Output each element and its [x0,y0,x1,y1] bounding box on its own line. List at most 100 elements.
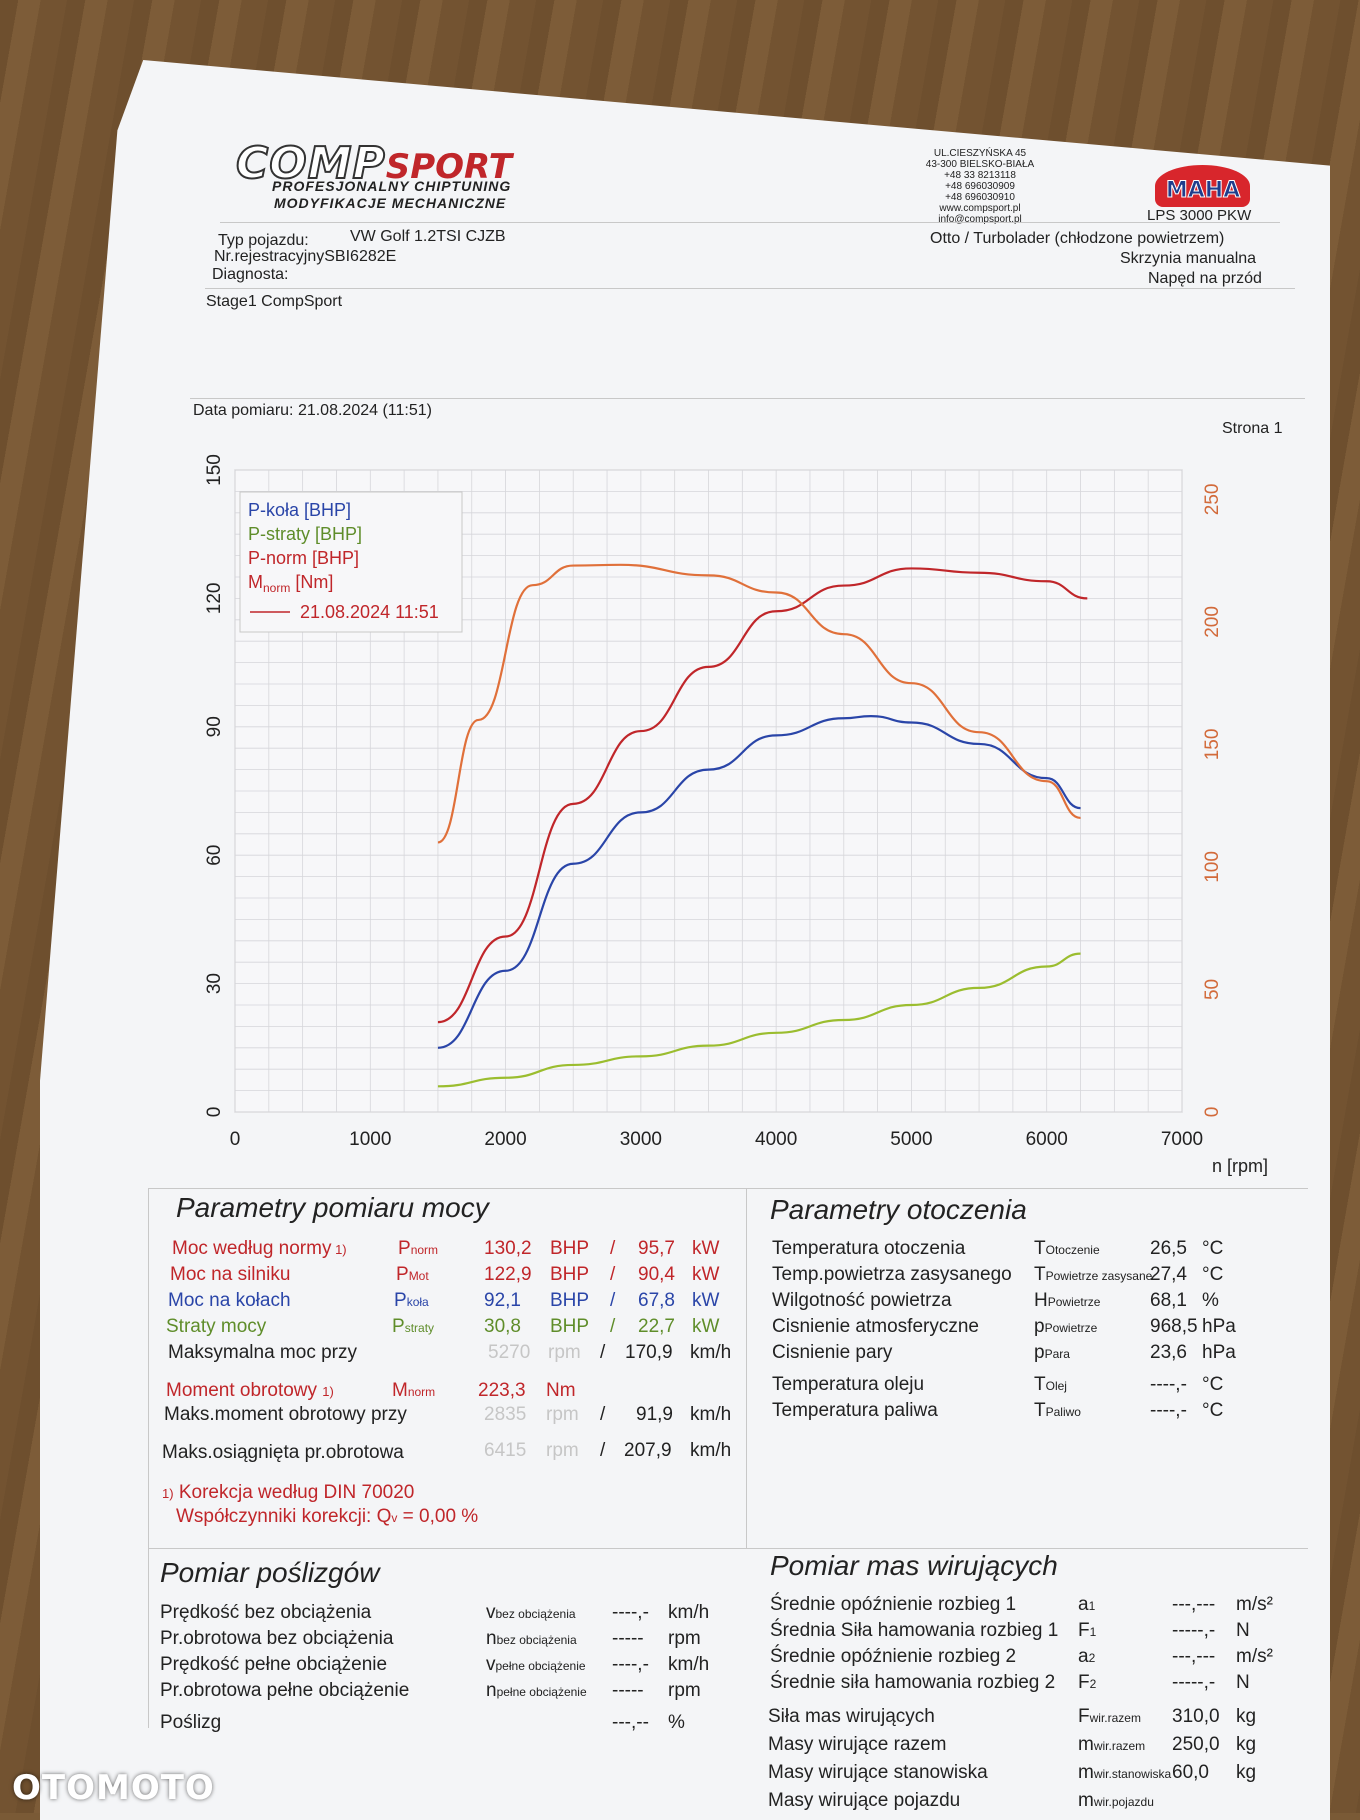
y-tick-label: 90 [204,716,225,737]
y-tick-label: 0 [204,1107,225,1118]
series-line [437,714,1081,1049]
power-row-separator: / [610,1316,616,1337]
tagline-mechanical: MODYFIKACJE MECHANICZNE [274,195,507,211]
torque-symbol: Mnorm [392,1380,435,1402]
masses-section-title: Pomiar mas wirujących [770,1550,1058,1581]
power-row-symbol: Pnorm [398,1238,439,1259]
mass-symbol: a2 [1078,1646,1096,1667]
symbol-sub: Powietrze zasysane [1045,1269,1153,1283]
ambient-unit: hPa [1202,1316,1236,1337]
divider [205,288,1295,289]
ambient-label: Wilgotność powietrza [772,1290,952,1311]
symbol-sub: bez obciążenia [496,1633,577,1647]
x-tick-label: 1000 [349,1129,391,1150]
address-line: 43-300 BIELSKO-BIAŁA [925,159,1035,170]
ambient-label: Cisnienie pary [772,1342,893,1363]
logo-sport-text: SPORT [385,147,512,187]
ambient-symbol: TPowietrze zasysane [1034,1264,1153,1285]
x-tick-label: 4000 [755,1129,797,1150]
slip-label: Pr.obrotowa pełne obciążenie [160,1680,410,1701]
symbol-sub: 2 [1088,1651,1096,1665]
ambient-value: 26,5 [1150,1238,1187,1259]
y2-tick-label: 250 [1202,484,1223,516]
legend-entry: Mnorm [Nm] [248,572,333,595]
power-row-bhp-unit: BHP [550,1264,590,1285]
address-line: UL.CIESZYŃSKA 45 [933,148,1027,159]
power-row-bhp: 92,1 [484,1290,521,1311]
legend-entry: P-koła [BHP] [248,500,351,520]
vehicle-type-label: Typ pojazdu: [218,232,309,249]
coefficient-value: = 0,00 % [402,1506,479,1527]
slip-section-title: Pomiar poślizgów [160,1557,380,1588]
torque-symbol-letter: M [392,1380,408,1401]
address-line: +48 696030910 [945,192,1015,203]
symbol-sub: wir.razem [1089,1711,1141,1725]
ambient-symbol: TPaliwo [1034,1400,1081,1421]
x-tick-label: 3000 [620,1129,662,1150]
legend-entry: P-norm [BHP] [248,548,359,568]
measurement-date: Data pomiaru: 21.08.2024 (11:51) [193,402,432,419]
company-address: UL.CIESZYŃSKA 45 43-300 BIELSKO-BIAŁA +48 … [900,148,1060,225]
symbol-sub: pełne obciążenie [495,1659,586,1673]
correction-coefficient: Współczynniki korekcji: Qv = 0,00 % [176,1506,478,1528]
power-row-kw-unit: kW [692,1316,720,1337]
address-line: www.compsport.pl [939,203,1021,214]
mass-unit: kg [1236,1734,1257,1755]
max-rpm-label: Maks.osiągnięta pr.obrotowa [162,1442,404,1463]
address-line: +48 33 8213118 [944,170,1016,181]
symbol-sub: Powietrze [1044,1321,1098,1335]
torque-label: Moment obrotowy 1) [166,1380,334,1402]
separator: / [600,1440,606,1461]
chart-legend: P-koła [BHP] P-straty [BHP] P-norm [BHP] Mn… [239,491,463,633]
max-torque-label: Maks.moment obrotowy przy [164,1404,407,1425]
divider [190,398,1305,399]
torque-footnote-mark: 1) [322,1384,334,1399]
power-row-label: Moc na kołach [168,1290,291,1311]
coefficient-label: Współczynniki korekcji: Q [176,1506,392,1527]
divider [148,1188,149,1728]
y2-tick-label: 100 [1202,851,1223,883]
slip-label: Prędkość pełne obciążenie [160,1654,388,1675]
y-tick-label: 30 [204,973,225,994]
slip-label: Pr.obrotowa bez obciążenia [160,1628,394,1649]
engine-type: Otto / Turbolader (chłodzone powietrzem) [930,230,1225,247]
mass-value: ---,--- [1172,1646,1216,1667]
gearbox-type: Skrzynia manualna [1120,250,1257,267]
page-number: Strona 1 [1222,420,1283,437]
mass-label: Średnie opóźnienie rozbieg 1 [770,1594,1017,1615]
ambient-symbol: TOtoczenie [1034,1238,1100,1259]
mass-symbol: mwir.pojazdu [1078,1790,1154,1811]
slip-unit: % [668,1712,685,1733]
power-row-bhp-unit: BHP [550,1316,590,1337]
mass-label: Średnie opóźnienie rozbieg 2 [770,1646,1017,1667]
mass-unit: m/s² [1236,1646,1273,1667]
ambient-value: 968,5 [1150,1316,1198,1337]
mass-value: -----,- [1172,1672,1216,1693]
mass-value: 60,0 [1172,1762,1209,1783]
ambient-symbol: pPowietrze [1034,1316,1098,1337]
power-row-bhp: 130,2 [484,1238,532,1259]
max-rpm-unit: rpm [546,1440,579,1461]
series-line [437,563,1081,844]
otomoto-watermark: OTOMOTO [12,1768,215,1808]
ambient-section-title: Parametry otoczenia [770,1194,1027,1225]
y2-tick-label: 50 [1202,979,1223,1000]
mass-unit: kg [1236,1706,1257,1727]
legend-box [239,491,463,633]
ambient-symbol: TOlej [1034,1374,1067,1395]
ambient-label: Temperatura paliwa [772,1400,938,1421]
logo-comp-text: COMP [235,137,386,190]
mass-label: Średnie siła hamowania rozbieg 2 [770,1672,1056,1693]
power-section-title: Parametry pomiaru mocy [176,1192,489,1223]
slip-unit: km/h [668,1654,710,1675]
maha-logo-text: MAHA [1165,178,1241,204]
ambient-unit: °C [1202,1400,1224,1421]
power-row-bhp-unit: BHP [550,1290,590,1311]
slip-unit: rpm [668,1628,701,1649]
mass-unit: kg [1236,1762,1257,1783]
max-torque-speed: 91,9 [636,1404,673,1425]
ambient-label: Cisnienie atmosferyczne [772,1316,979,1337]
speed-unit: km/h [690,1440,732,1461]
mass-label: Średnia Siła hamowania rozbieg 1 [770,1620,1059,1641]
symbol-sub: norm [410,1243,439,1257]
